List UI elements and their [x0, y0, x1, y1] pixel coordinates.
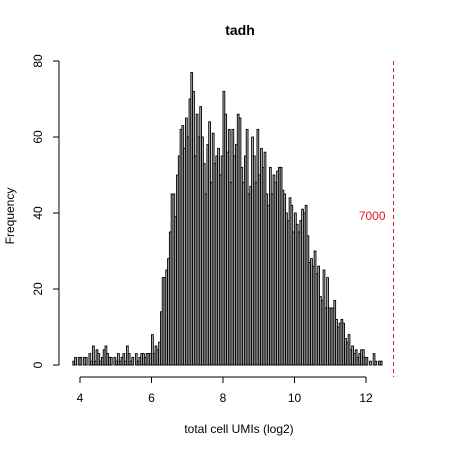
x-axis: 4 6 8 10 12: [77, 376, 373, 405]
histogram-bar: [97, 353, 101, 366]
histogram-bars: [72, 71, 383, 366]
y-tick-label: 60: [31, 130, 45, 144]
histogram-bar: [117, 353, 120, 366]
x-tick-label: 12: [359, 391, 373, 405]
y-axis-label: Frequency: [3, 188, 17, 245]
histogram-bar: [122, 353, 126, 366]
histogram-bar: [88, 353, 92, 366]
histogram-bar: [131, 356, 135, 366]
histogram-bar: [92, 345, 95, 366]
x-axis-label: total cell UMIs (log2): [184, 422, 293, 436]
chart-title: tadh: [225, 22, 255, 38]
histogram-bar: [374, 360, 378, 366]
y-tick-label: 0: [31, 361, 45, 368]
y-axis: 0 20 40 60 80: [31, 54, 60, 368]
histogram-bar: [134, 353, 138, 366]
y-tick-label: 20: [31, 282, 45, 296]
histogram-bar: [127, 353, 131, 366]
x-tick-label: 8: [220, 391, 227, 405]
threshold-marker: 7000: [359, 61, 395, 377]
histogram-bar: [379, 360, 383, 366]
histogram-bar: [365, 356, 369, 366]
histogram-bar: [372, 353, 376, 366]
x-tick-label: 10: [288, 391, 302, 405]
histogram-bar: [369, 360, 372, 366]
histogram-bar: [84, 356, 88, 366]
x-tick-label: 4: [77, 391, 84, 405]
y-tick-label: 40: [31, 206, 45, 220]
threshold-label: 7000: [359, 209, 386, 223]
histogram-bar: [79, 356, 83, 366]
x-tick-label: 6: [148, 391, 155, 405]
histogram-bar: [74, 356, 77, 366]
histogram-bar: [151, 334, 154, 366]
y-tick-label: 80: [31, 54, 45, 68]
histogram-bar: [109, 356, 113, 366]
